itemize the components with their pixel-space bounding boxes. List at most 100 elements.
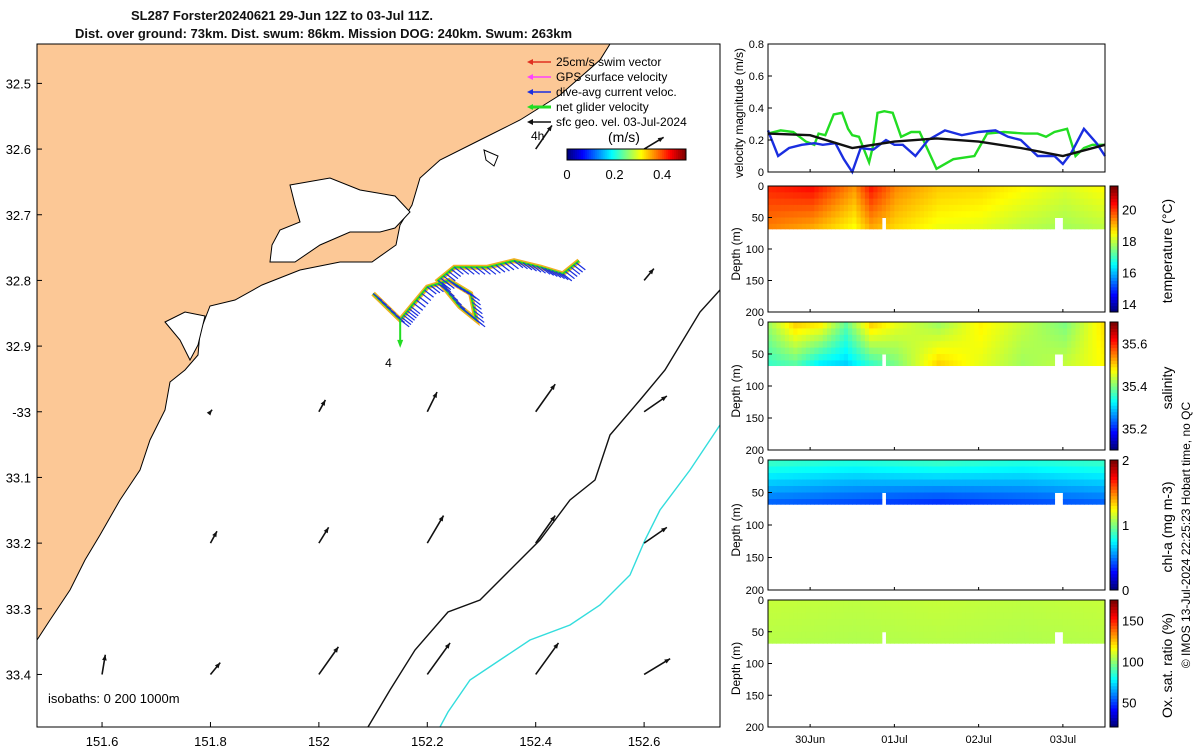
section-cell <box>1008 186 1013 193</box>
section-cell <box>1024 612 1030 620</box>
section-cell <box>890 499 895 505</box>
section-cell <box>923 192 929 200</box>
section-cell <box>944 460 950 467</box>
section-cell <box>831 354 836 361</box>
section-cell <box>843 204 849 212</box>
map-ytick-label: 32.7 <box>6 208 31 223</box>
section-cell <box>839 223 845 230</box>
section-cell <box>949 638 954 644</box>
section-cell <box>1012 486 1018 493</box>
section-cell <box>1083 360 1089 367</box>
section-cell <box>1029 192 1034 200</box>
section-cell <box>1071 354 1077 361</box>
colorbar-cell <box>594 149 598 160</box>
section-cell <box>869 334 874 342</box>
section-cell <box>768 322 773 329</box>
section-cell <box>848 499 853 505</box>
colorbar-cell <box>1110 653 1118 658</box>
section-cell <box>965 347 971 355</box>
ylabel: Depth (m) <box>729 364 743 417</box>
colorbar-tick-label: 20 <box>1122 203 1136 218</box>
section-cell <box>1020 328 1026 336</box>
section-cell <box>999 460 1005 467</box>
section-cell <box>772 204 778 212</box>
section-cell <box>940 347 946 355</box>
section-cell <box>818 486 824 493</box>
section-cell <box>768 354 773 361</box>
section-cell <box>961 217 967 225</box>
section-cell <box>1050 360 1056 367</box>
section-cell <box>898 479 904 487</box>
section-cell <box>839 606 845 614</box>
section-cell <box>1054 486 1060 493</box>
section-cell <box>864 211 870 218</box>
section-cell <box>864 479 870 487</box>
section-cell <box>768 631 773 639</box>
dive-current-vector <box>421 293 432 302</box>
section-cell <box>1003 347 1009 355</box>
section-cell <box>831 499 836 505</box>
colorbar-cell <box>1110 609 1118 614</box>
section-cell <box>932 619 938 626</box>
colorbar-cell <box>1110 714 1118 718</box>
section-cell <box>776 466 782 474</box>
section-cell <box>776 499 782 505</box>
section-cell <box>789 217 794 225</box>
section-cell <box>852 499 858 505</box>
colorbar-cell <box>1110 685 1118 690</box>
section-cell <box>1003 619 1009 626</box>
geo-velocity-arrow <box>535 642 560 675</box>
section-cell <box>978 360 984 367</box>
section-cell <box>780 466 786 474</box>
section-cell <box>1071 322 1077 329</box>
section-cell <box>1096 192 1102 200</box>
section-cell <box>1037 322 1043 329</box>
section-cell <box>1058 341 1064 349</box>
section-cell <box>970 479 976 487</box>
section-cell <box>1079 499 1085 505</box>
section-cell <box>1096 211 1102 218</box>
section-cell <box>957 192 963 200</box>
section-cell <box>789 322 794 329</box>
section-cell <box>1008 600 1013 607</box>
section-cell <box>915 486 921 493</box>
geo-velocity-arrowhead <box>553 642 559 649</box>
section-cell <box>1096 322 1102 329</box>
section-cell <box>873 354 879 361</box>
section-cell <box>856 631 862 639</box>
section-cell <box>1096 186 1102 193</box>
section-cell <box>911 466 917 474</box>
section-cell <box>860 619 866 626</box>
section-cell <box>814 625 820 633</box>
section-cell <box>1100 341 1106 349</box>
section-cell <box>940 499 946 505</box>
section-cell <box>932 334 938 342</box>
section-cell <box>1096 328 1102 336</box>
section-cell <box>1050 606 1056 614</box>
section-cell <box>843 217 849 225</box>
section-cell <box>949 217 954 225</box>
section-cell <box>1092 600 1098 607</box>
section-cell <box>928 192 933 200</box>
section-cell <box>768 466 773 474</box>
section-cell <box>1062 334 1068 342</box>
map-xtick-label: 152 <box>308 734 330 749</box>
section-cell <box>911 198 917 206</box>
section-cell <box>1062 486 1068 493</box>
section-cell <box>1054 460 1060 467</box>
section-cell <box>856 486 862 493</box>
colorbar-cell <box>1110 717 1118 722</box>
section-cell <box>961 328 967 336</box>
dive-current-vector <box>430 285 441 294</box>
section-cell <box>999 334 1005 342</box>
section-cell <box>961 619 967 626</box>
section-cell <box>780 473 786 480</box>
section-cell <box>982 631 988 639</box>
section-cell <box>885 198 891 206</box>
section-cell <box>1100 619 1106 626</box>
dive-current-vector <box>567 269 578 277</box>
section-cell <box>1033 638 1039 644</box>
section-cell <box>822 328 828 336</box>
section-cell <box>1092 217 1098 225</box>
colorbar-cell <box>1110 308 1118 313</box>
